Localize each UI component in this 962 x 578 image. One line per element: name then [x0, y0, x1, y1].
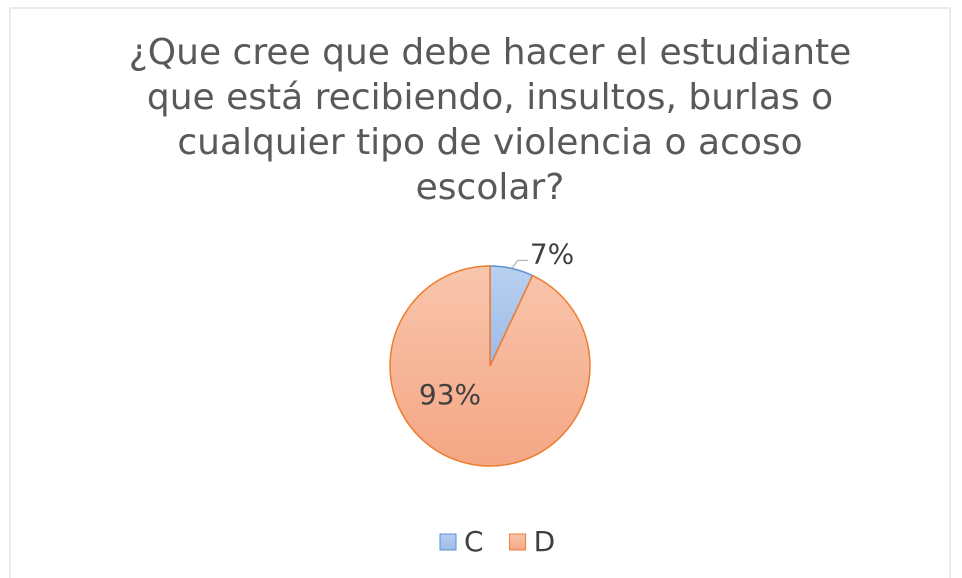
- legend-swatch: [439, 533, 457, 551]
- pie-slice: [389, 265, 591, 467]
- data-label: 7%: [530, 237, 574, 270]
- leader-line: [511, 259, 528, 269]
- chart-border: [9, 7, 951, 578]
- chart-title: ¿Que cree que debe hacer el estudiante q…: [128, 32, 852, 208]
- legend-label: D: [534, 525, 556, 558]
- data-label: 93%: [419, 378, 481, 411]
- legend-swatch: [509, 533, 527, 551]
- legend-label: C: [464, 525, 484, 558]
